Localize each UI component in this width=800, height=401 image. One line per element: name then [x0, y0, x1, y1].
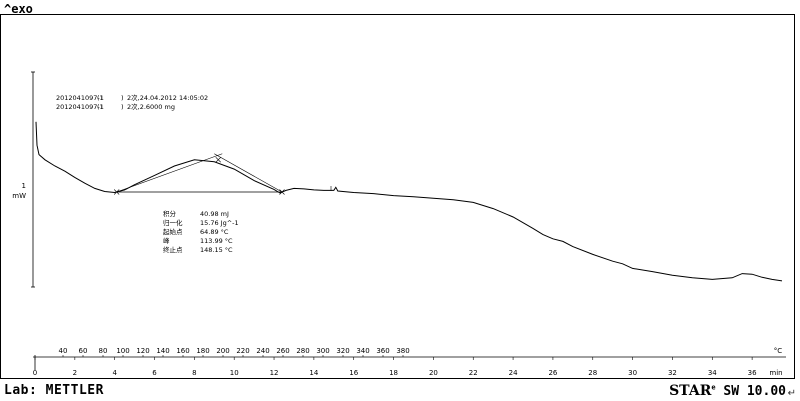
time-tick-label: 0	[33, 369, 37, 377]
temp-tick-label: 340	[356, 347, 369, 355]
temp-unit-label: °C	[774, 347, 783, 355]
time-tick-label: 26	[548, 369, 557, 377]
temp-tick-label: 180	[196, 347, 209, 355]
result-value: 15.76 Jg^-1	[200, 219, 239, 227]
time-tick-label: 20	[429, 369, 438, 377]
sample-seg: (1	[97, 94, 104, 102]
sample-seg: (1	[97, 103, 104, 111]
temp-tick-label: 40	[59, 347, 68, 355]
temp-tick-label: 240	[256, 347, 269, 355]
temp-tick-label: 80	[99, 347, 108, 355]
result-label: 峰	[163, 236, 170, 245]
exo-direction-label: ^exo	[4, 2, 33, 16]
temp-tick-label: 200	[216, 347, 229, 355]
marker-x-b	[279, 189, 285, 195]
lab-label: Lab: METTLER	[4, 383, 104, 398]
sample-seg-close: )	[121, 94, 124, 102]
marker-x-b	[215, 157, 221, 163]
sample-id: 2012041097-1	[56, 94, 104, 102]
time-tick-label: 8	[192, 369, 196, 377]
result-value: 40.98 mJ	[200, 210, 229, 218]
temp-tick-label: 320	[336, 347, 349, 355]
time-unit-label: min	[769, 369, 782, 377]
star-brand: STAR	[669, 383, 712, 399]
time-tick-label: 2	[73, 369, 77, 377]
time-tick-label: 28	[588, 369, 597, 377]
software-label: STARe SW 10.00	[669, 383, 786, 399]
star-reg-mark: e	[711, 383, 716, 392]
time-tick-label: 12	[270, 369, 279, 377]
time-tick-label: 4	[112, 369, 117, 377]
result-value: 64.89 °C	[200, 228, 229, 236]
temp-tick-label: 360	[376, 347, 389, 355]
time-tick-label: 30	[628, 369, 637, 377]
y-scale-unit: mW	[12, 192, 26, 200]
sample-info: 2次,2.6000 mg	[127, 102, 175, 111]
sample-id: 2012041097-1	[56, 103, 104, 111]
time-tick-label: 14	[309, 369, 318, 377]
temp-tick-label: 220	[236, 347, 249, 355]
temp-tick-label: 280	[296, 347, 309, 355]
marker-x-b	[113, 189, 120, 195]
time-tick-label: 22	[469, 369, 478, 377]
time-tick-label: 36	[748, 369, 757, 377]
time-tick-label: 10	[230, 369, 239, 377]
sample-seg-close: )	[121, 103, 124, 111]
temp-tick-label: 100	[116, 347, 129, 355]
time-tick-label: 34	[708, 369, 717, 377]
plot-frame	[0, 14, 795, 379]
result-value: 148.15 °C	[200, 246, 233, 254]
sample-info: 2次,24.04.2012 14:05:02	[127, 93, 208, 102]
result-label: 起始点	[163, 227, 183, 236]
temp-tick-label: 300	[316, 347, 329, 355]
time-tick-label: 6	[152, 369, 157, 377]
temp-tick-label: 380	[396, 347, 409, 355]
dsc-curve	[35, 121, 783, 282]
temp-tick-label: 60	[79, 347, 88, 355]
result-value: 113.99 °C	[200, 237, 233, 245]
time-tick-label: 16	[349, 369, 358, 377]
y-scale-value: 1	[22, 182, 26, 190]
result-label: 积分	[163, 209, 177, 218]
result-label: 归一化	[163, 218, 183, 227]
temp-tick-label: 160	[176, 347, 189, 355]
temp-tick-label: 260	[276, 347, 289, 355]
time-tick-label: 18	[389, 369, 398, 377]
return-arrow-icon: ↵	[787, 388, 796, 399]
time-tick-label: 32	[668, 369, 677, 377]
time-tick-label: 24	[509, 369, 518, 377]
result-label: 终止点	[163, 245, 183, 254]
onset-tangent	[116, 153, 223, 193]
temp-tick-label: 120	[136, 347, 149, 355]
software-version: SW 10.00	[715, 384, 786, 399]
endset-tangent	[214, 153, 283, 193]
temp-tick-label: 140	[156, 347, 169, 355]
